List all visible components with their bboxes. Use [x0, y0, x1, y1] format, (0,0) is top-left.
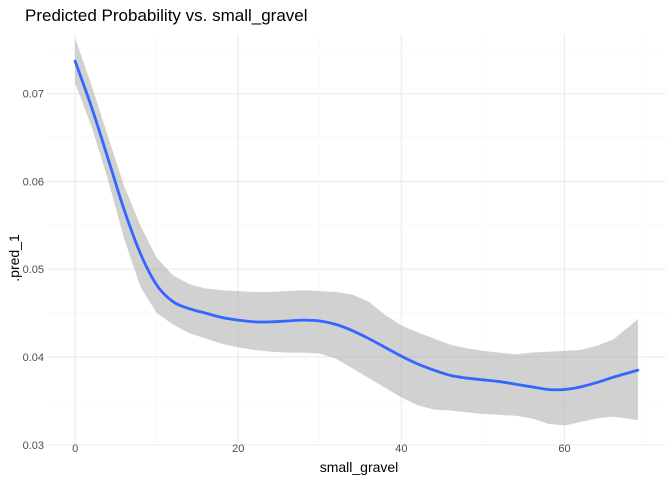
x-tick-label: 20 [232, 443, 244, 455]
chart-title: Predicted Probability vs. small_gravel [25, 6, 308, 25]
x-tick-label: 60 [558, 443, 570, 455]
x-tick-label: 40 [395, 443, 407, 455]
x-tick-labels: 0 20 40 60 [72, 443, 571, 455]
y-tick-label: 0.07 [23, 89, 44, 101]
confidence-band [75, 38, 638, 426]
y-tick-label: 0.06 [23, 176, 44, 188]
fit-line-layer [73, 59, 640, 392]
y-tick-label: 0.05 [23, 264, 44, 276]
fit-line [73, 59, 640, 392]
y-tick-label: 0.03 [23, 440, 44, 452]
confidence-band-layer [75, 38, 638, 426]
x-axis-title: small_gravel [320, 459, 399, 475]
y-tick-label: 0.04 [23, 352, 44, 364]
y-axis-title: .pred_1 [6, 234, 22, 282]
x-tick-label: 0 [72, 443, 78, 455]
y-tick-labels: 0.03 0.04 0.05 0.06 0.07 [23, 89, 44, 452]
grid-lines [47, 34, 666, 446]
